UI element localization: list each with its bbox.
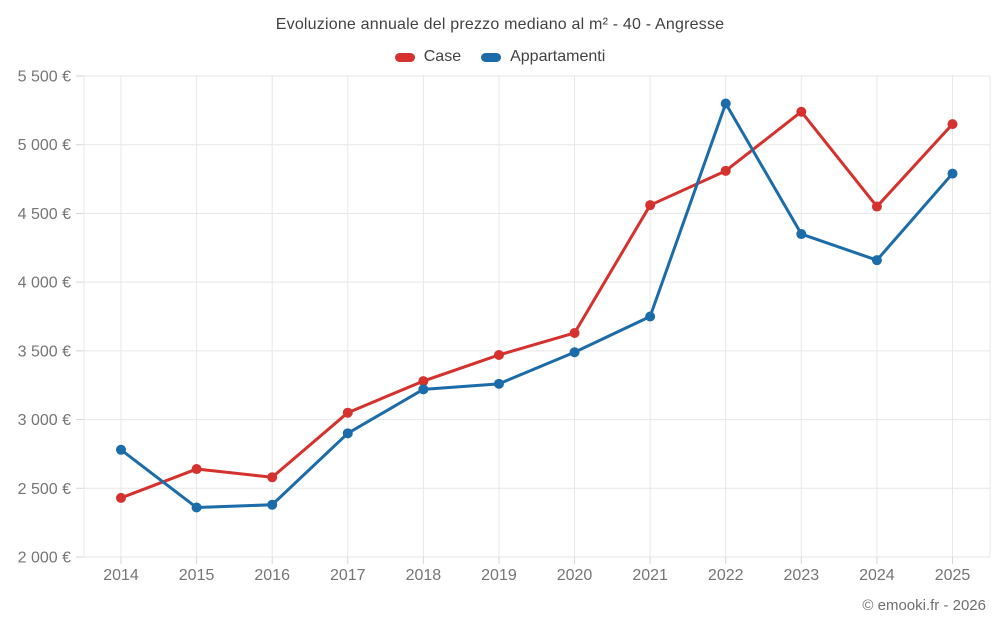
data-point-appartamenti-2014[interactable]: [116, 444, 126, 455]
appartamenti-legend-swatch-icon: [481, 52, 502, 62]
y-axis-label: 5 500 €: [18, 69, 71, 86]
data-point-appartamenti-2024[interactable]: [871, 255, 882, 266]
x-axis-label: 2019: [481, 567, 517, 584]
data-point-appartamenti-2018[interactable]: [418, 384, 429, 395]
data-point-case-2015[interactable]: [191, 464, 202, 475]
y-axis-label: 3 000 €: [18, 412, 71, 429]
x-axis-label: 2020: [557, 567, 593, 584]
data-point-case-2018[interactable]: [418, 376, 429, 387]
chart-title: Evoluzione annuale del prezzo mediano al…: [275, 16, 725, 33]
data-point-appartamenti-2017[interactable]: [342, 428, 353, 439]
x-axis-label: 2016: [254, 567, 290, 584]
data-point-appartamenti-2022[interactable]: [720, 98, 731, 109]
data-point-case-2023[interactable]: [796, 106, 807, 117]
y-axis-label: 2 500 €: [18, 481, 71, 498]
data-point-case-2024[interactable]: [871, 201, 882, 212]
data-point-case-2022[interactable]: [720, 165, 731, 176]
x-axis-label: 2023: [784, 567, 820, 584]
data-point-appartamenti-2015[interactable]: [191, 502, 202, 513]
x-axis-label: 2017: [330, 567, 366, 584]
x-axis-label: 2015: [179, 567, 215, 584]
data-point-appartamenti-2019[interactable]: [493, 378, 504, 389]
data-point-appartamenti-2023[interactable]: [796, 229, 807, 240]
legend-item-case[interactable]: Case: [394, 48, 462, 66]
data-point-case-2021[interactable]: [645, 200, 656, 211]
legend-item-appartamenti[interactable]: Appartamenti: [481, 48, 605, 66]
series-line-case: [119, 110, 954, 500]
appartamenti-legend-label: Appartamenti: [510, 48, 606, 65]
y-axis-label: 3 500 €: [18, 343, 71, 360]
x-axis-label: 2022: [708, 567, 744, 584]
x-axis-label: 2025: [935, 567, 971, 584]
x-axis-label: 2018: [406, 567, 442, 584]
data-point-case-2016[interactable]: [267, 472, 278, 483]
data-point-appartamenti-2021[interactable]: [645, 311, 656, 322]
x-axis-label: 2014: [103, 567, 139, 584]
data-point-appartamenti-2025[interactable]: [947, 168, 958, 179]
watermark-credit: © emooki.fr - 2026: [862, 597, 986, 614]
series-line-appartamenti: [119, 101, 954, 510]
x-axis-label: 2021: [632, 567, 668, 584]
data-point-case-2014[interactable]: [116, 492, 126, 503]
y-axis-label: 5 000 €: [18, 137, 71, 154]
x-axis-label: 2024: [859, 567, 895, 584]
data-point-appartamenti-2020[interactable]: [569, 347, 580, 358]
data-point-case-2020[interactable]: [569, 327, 580, 338]
case-legend-swatch-icon: [394, 52, 415, 62]
y-axis-label: 4 000 €: [18, 275, 71, 292]
data-point-appartamenti-2016[interactable]: [267, 499, 278, 510]
data-point-case-2025[interactable]: [947, 119, 958, 130]
y-axis-label: 4 500 €: [18, 206, 71, 223]
data-point-case-2019[interactable]: [493, 349, 504, 360]
data-point-case-2017[interactable]: [342, 407, 353, 418]
chart-legend: Case Appartamenti: [0, 46, 1000, 68]
y-axis-label: 2 000 €: [18, 550, 71, 567]
case-legend-label: Case: [423, 48, 462, 65]
